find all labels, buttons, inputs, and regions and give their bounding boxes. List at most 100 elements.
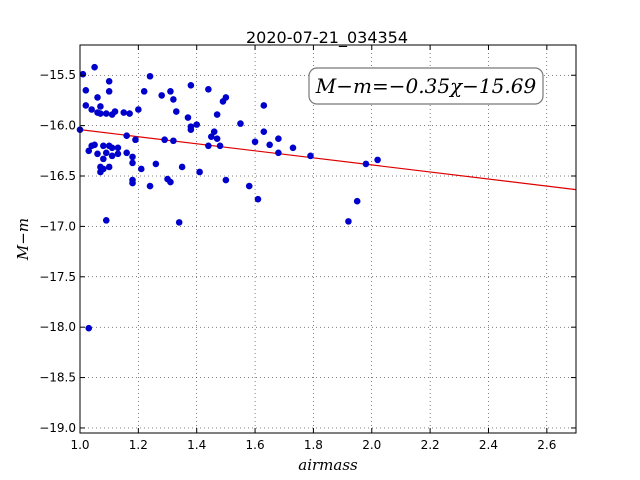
data-point [97,110,104,117]
x-tick-label: 1.8 [304,438,323,452]
data-point [82,102,90,109]
data-point [88,106,95,113]
y-tick-label: −17.5 [39,270,76,284]
y-tick-label: −18.5 [39,371,76,385]
data-point [97,103,104,110]
y-tick-label: −18.0 [39,320,76,334]
data-point [140,88,148,95]
data-point [345,218,352,225]
data-point [222,176,230,184]
data-point [266,141,273,149]
data-point [222,94,230,101]
x-tick-label: 2.6 [537,438,556,452]
data-point [146,72,154,80]
data-point [108,144,116,152]
data-point [85,324,93,332]
y-tick-label: −19.0 [39,421,76,435]
data-point [237,120,244,127]
data-point [114,144,122,152]
data-point [205,142,212,150]
data-point [213,135,221,143]
data-point [170,137,177,145]
y-axis-label: M−m [14,218,32,261]
data-point [170,96,177,103]
data-point [251,138,259,146]
data-point [289,144,297,152]
data-point [207,133,215,141]
fit-annotation: M−m=−0.35χ−15.69 [308,67,544,105]
y-tick-label: −16.0 [39,119,76,133]
data-point [102,149,110,157]
data-point [196,168,203,176]
axis-ticks: 1.0 1.2 1.4 1.6 1.8 2.0 2.2 2.4 2.6 −15.5 −16.0 −16… [39,45,576,452]
data-point [100,142,107,150]
data-point [114,150,122,158]
x-axis-label: airmass [298,456,358,474]
data-point [120,109,128,116]
data-point [275,135,282,143]
data-point [275,149,282,157]
data-point [167,178,174,186]
data-point [85,147,93,155]
x-tick-label: 1.6 [246,438,265,452]
data-point [137,165,145,173]
data-point [178,163,186,171]
annotation-text: M−m=−0.35χ−15.69 [315,74,537,98]
data-point [102,110,110,117]
data-point [82,87,90,94]
data-point [260,102,268,109]
x-tick-label: 2.4 [479,438,498,452]
plot-frame [79,44,577,434]
data-point [129,176,136,184]
data-point [132,136,139,144]
data-point [307,152,314,160]
data-point [100,165,107,173]
data-point [172,108,180,115]
x-tick-label: 1.4 [187,438,206,452]
data-point [213,111,221,118]
data-point [254,195,262,203]
data-point [184,114,192,121]
data-point [216,142,224,150]
data-point [152,160,160,168]
data-point [94,94,101,101]
data-point [175,219,183,226]
y-tick-label: −17.0 [39,219,76,233]
y-tick-label: −16.5 [39,169,76,183]
fit-line-layer [79,129,577,191]
data-point [193,121,201,128]
data-point [129,153,136,161]
x-tick-label: 2.2 [421,438,440,452]
data-point [126,110,133,117]
data-point [135,106,142,113]
x-tick-label: 1.2 [129,438,148,452]
data-point [362,160,370,168]
data-point [158,92,165,99]
data-point [108,152,116,160]
y-tick-label: −15.5 [39,68,76,82]
data-point [210,128,218,135]
data-point [245,182,253,190]
annotation-box [308,67,544,105]
data-point [123,149,130,157]
x-tick-label: 1.0 [70,438,89,452]
data-point [102,217,110,224]
data-point [374,156,381,164]
data-point [100,155,107,163]
data-point [79,70,87,78]
data-point [105,163,113,171]
data-point [187,126,195,133]
data-point [187,82,195,89]
data-point [123,132,130,140]
data-point [260,128,268,135]
fit-line [79,129,577,191]
data-point [111,108,119,115]
data-point [91,63,98,71]
data-point [94,150,101,158]
chart-title: 2020-07-21_034354 [246,28,408,48]
x-tick-label: 2.0 [362,438,381,452]
data-point [105,88,113,95]
data-point [167,88,174,95]
data-point [105,77,113,85]
data-points [76,63,381,332]
